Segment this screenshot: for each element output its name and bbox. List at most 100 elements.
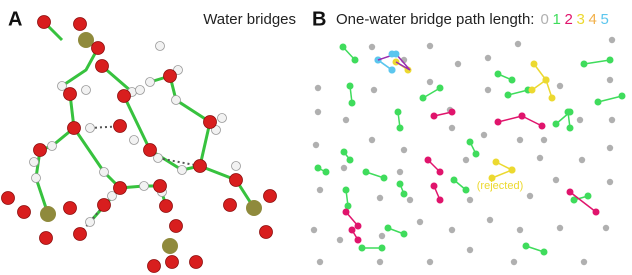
oxygen	[230, 174, 243, 187]
node	[509, 77, 516, 84]
node	[393, 51, 400, 58]
node	[347, 157, 354, 164]
oxygen	[68, 122, 81, 135]
hydrogen	[172, 96, 181, 105]
hydrogen	[48, 142, 57, 151]
node	[495, 119, 502, 126]
oxygen	[98, 199, 111, 212]
oxygen	[64, 202, 77, 215]
node	[495, 71, 502, 78]
hydrogen	[218, 114, 227, 123]
node	[425, 157, 432, 164]
node	[371, 87, 377, 93]
panel-title: One-water bridge path length:	[336, 11, 534, 28]
node	[385, 225, 392, 232]
node	[377, 195, 383, 201]
node	[377, 259, 383, 265]
node	[541, 249, 548, 256]
node	[437, 169, 444, 176]
node	[567, 125, 574, 132]
hydrogen	[100, 168, 109, 177]
node	[485, 55, 491, 61]
oxygen	[204, 116, 217, 129]
node	[473, 151, 480, 158]
legend-entry: 4	[588, 11, 596, 28]
node	[315, 85, 321, 91]
legend-entry: 5	[600, 11, 608, 28]
oxygen	[40, 232, 53, 245]
node	[343, 209, 350, 216]
node	[341, 165, 347, 171]
oxygen	[154, 180, 167, 193]
node	[557, 83, 563, 89]
node	[579, 157, 585, 163]
node	[427, 259, 433, 265]
node	[455, 61, 461, 67]
node	[449, 125, 455, 131]
annotation: (rejected)	[477, 180, 523, 192]
node	[607, 179, 613, 185]
node	[505, 92, 512, 99]
bridge	[498, 116, 522, 122]
network-panel	[311, 37, 626, 265]
node	[417, 219, 423, 225]
node	[595, 99, 602, 106]
node	[467, 247, 473, 253]
node	[523, 243, 530, 250]
oxygen	[96, 60, 109, 73]
node	[609, 37, 615, 43]
node	[581, 61, 588, 68]
node	[437, 85, 444, 92]
node	[323, 169, 330, 176]
node	[363, 169, 370, 176]
node	[379, 245, 386, 252]
node	[315, 165, 322, 172]
node	[355, 223, 362, 230]
oxygen	[194, 160, 207, 173]
node	[607, 77, 613, 83]
bridge	[584, 60, 610, 64]
node	[517, 227, 523, 233]
bond	[74, 128, 120, 188]
node	[519, 113, 526, 120]
node	[407, 197, 413, 203]
node	[449, 227, 455, 233]
node	[493, 159, 500, 166]
node	[420, 95, 427, 102]
node	[541, 137, 547, 143]
node	[607, 57, 614, 64]
node	[349, 227, 356, 234]
node	[549, 95, 556, 102]
node	[585, 193, 592, 200]
node	[352, 57, 359, 64]
node	[427, 43, 433, 49]
oxygen	[64, 88, 77, 101]
node	[463, 187, 470, 194]
legend-entry: 1	[552, 11, 560, 28]
hydrogen	[30, 158, 39, 167]
node	[487, 217, 493, 223]
panel-label: A	[8, 8, 22, 30]
node	[369, 137, 375, 143]
node	[539, 123, 546, 130]
node	[607, 145, 613, 151]
node	[515, 41, 521, 47]
oxygen	[148, 260, 161, 273]
panel-title: Water bridges	[203, 11, 296, 28]
node	[349, 100, 356, 107]
oxygen	[144, 144, 157, 157]
node	[517, 137, 523, 143]
node	[463, 157, 469, 163]
oxygen	[190, 256, 203, 269]
node	[437, 197, 444, 204]
oxygen	[114, 182, 127, 195]
node	[567, 109, 574, 116]
oxygen	[2, 192, 15, 205]
node	[359, 245, 366, 252]
oxygen	[114, 120, 127, 133]
node	[401, 147, 407, 153]
hydrogen	[146, 78, 155, 87]
node	[337, 237, 343, 243]
oxygen	[164, 70, 177, 83]
